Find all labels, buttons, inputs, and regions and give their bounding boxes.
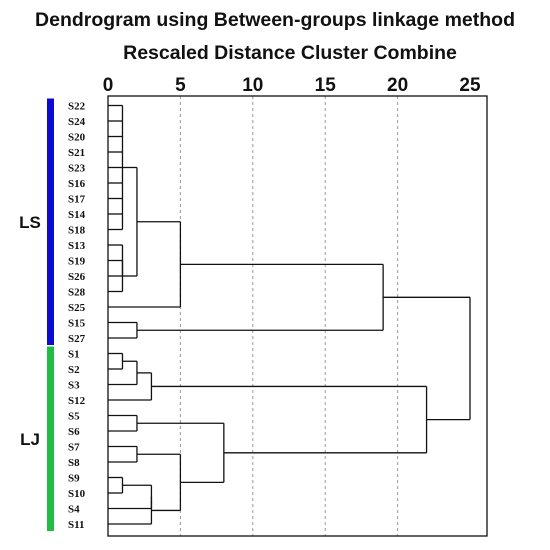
- leaf-label: S2: [68, 364, 80, 376]
- leaf-label: S4: [68, 504, 80, 516]
- leaf-label: S20: [68, 132, 86, 144]
- x-tick-label: 20: [387, 75, 408, 96]
- group-label: LS: [19, 213, 41, 232]
- group-label: LJ: [20, 430, 40, 449]
- leaf-label: S12: [68, 395, 86, 407]
- leaf-label: S28: [68, 287, 86, 299]
- leaf-labels: S22 S24 S20 S21 S23 S16 S17 S14 S18 S13 S19 S26 S28 S…: [68, 101, 86, 532]
- leaf-label: S8: [68, 457, 80, 469]
- grid-lines: [179, 96, 399, 536]
- leaf-label: S16: [68, 178, 86, 190]
- leaf-label: S1: [68, 349, 80, 361]
- leaf-label: S6: [68, 426, 80, 438]
- chart-title: Dendrogram using Between-groups linkage …: [35, 9, 515, 31]
- leaf-label: S23: [68, 163, 86, 175]
- leaf-label: S27: [68, 333, 86, 345]
- leaf-label: S22: [68, 101, 86, 113]
- x-tick-label: 25: [459, 75, 481, 96]
- plot-frame: [107, 95, 488, 537]
- leaf-label: S19: [68, 256, 86, 268]
- leaf-label: S10: [68, 488, 86, 500]
- leaf-label: S13: [68, 240, 86, 252]
- leaf-label: S14: [68, 209, 86, 221]
- x-axis-ticks: 0 5 10 15 20 25: [103, 75, 481, 96]
- leaf-label: S7: [68, 442, 80, 454]
- leaf-label: S26: [68, 271, 86, 283]
- leaf-label: S11: [68, 519, 85, 531]
- leaf-label: S3: [68, 380, 80, 392]
- leaf-label: S21: [68, 147, 85, 159]
- leaf-label: S15: [68, 318, 86, 330]
- x-tick-label: 0: [103, 75, 114, 96]
- x-tick-label: 10: [242, 75, 263, 96]
- leaf-label: S25: [68, 302, 86, 314]
- leaf-label: S5: [68, 411, 80, 423]
- chart-subtitle: Rescaled Distance Cluster Combine: [123, 42, 457, 64]
- group-bar: [47, 346, 54, 531]
- dendrogram-links: [108, 104, 471, 525]
- leaf-label: S24: [68, 116, 86, 128]
- leaf-label: S18: [68, 225, 86, 237]
- group-bars: LS LJ: [19, 98, 54, 531]
- leaf-label: S17: [68, 194, 86, 206]
- group-bar: [47, 98, 54, 345]
- x-tick-label: 5: [175, 75, 186, 96]
- leaf-label: S9: [68, 473, 80, 485]
- x-tick-label: 15: [315, 75, 337, 96]
